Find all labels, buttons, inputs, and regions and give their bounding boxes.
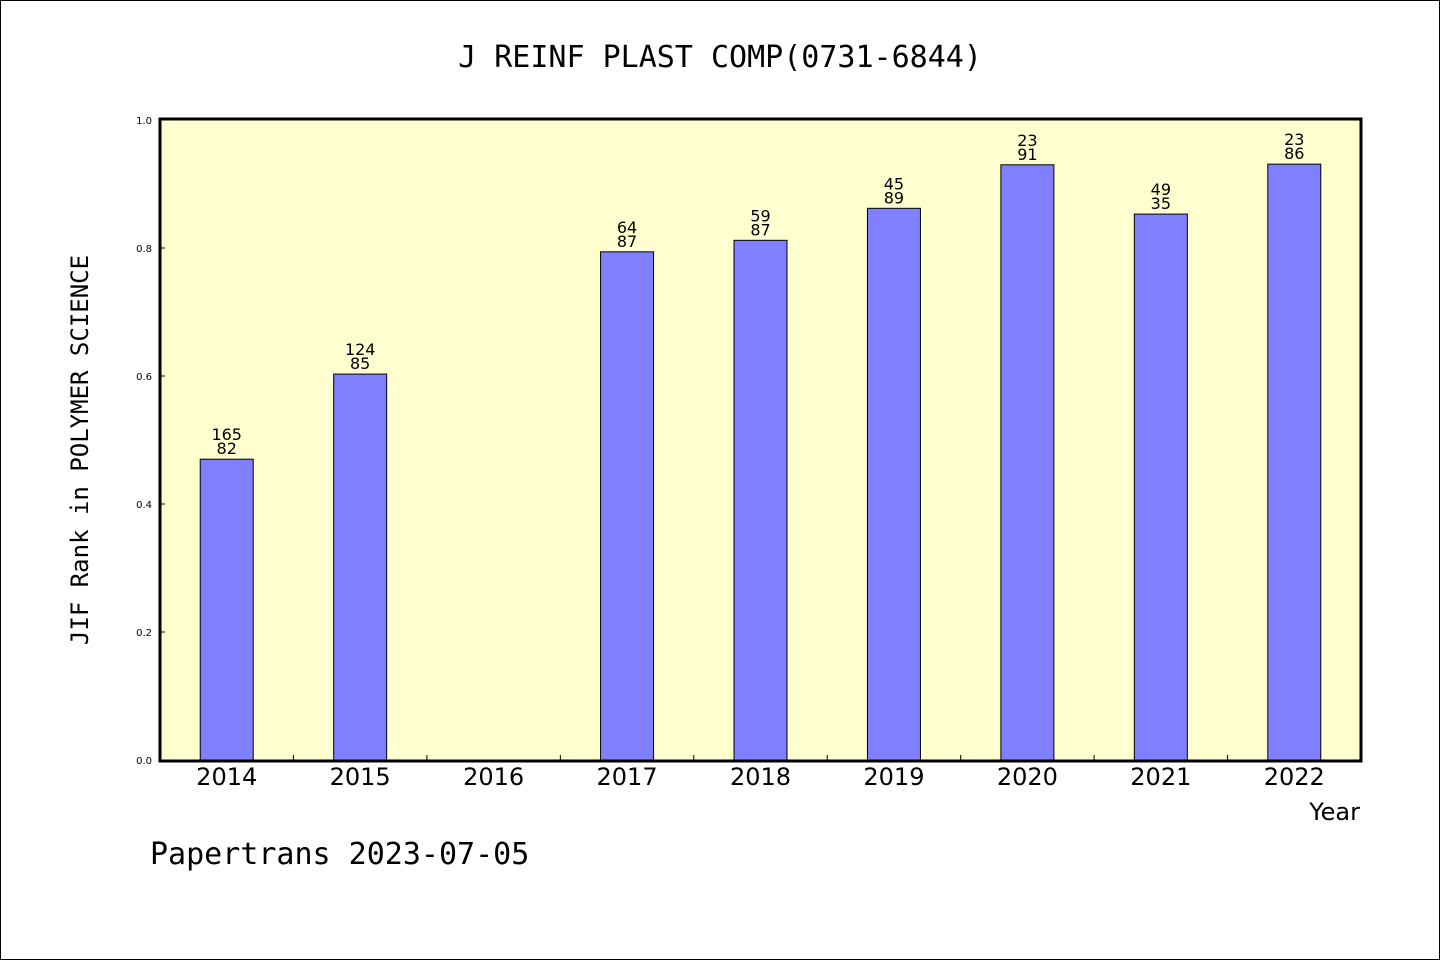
y-axis-label: JIF Rank in POLYMER SCIENCE (66, 255, 94, 645)
data-label-bottom: 85 (350, 354, 370, 373)
bar-2014 (199, 458, 254, 761)
data-label-top: 45 (884, 174, 904, 193)
data-label-bottom: 87 (750, 220, 770, 239)
y-tick-label: 0.8 (136, 244, 152, 255)
plot-border (158, 117, 1363, 763)
bar-2019 (866, 207, 921, 761)
y-tick-label: 0.4 (136, 500, 152, 511)
data-label-bottom: 87 (617, 232, 637, 251)
x-tick-label: 2018 (730, 763, 791, 791)
y-tick-label: 0.6 (136, 372, 152, 383)
data-label-top: 49 (1151, 180, 1171, 199)
bar-2021 (1133, 213, 1188, 761)
data-label-bottom: 91 (1017, 145, 1037, 164)
x-tick-label: 2022 (1264, 763, 1325, 791)
data-label-bottom: 89 (884, 188, 904, 207)
data-label-top: 64 (617, 218, 637, 237)
bar-2020 (1000, 164, 1055, 761)
x-tick-label: 2021 (1130, 763, 1191, 791)
data-label-bottom: 86 (1284, 144, 1304, 163)
data-label-top: 165 (211, 425, 242, 444)
y-tick-label: 0.2 (136, 628, 152, 639)
data-label-bottom: 82 (217, 439, 237, 458)
bar-2018 (733, 239, 788, 761)
data-label-top: 59 (750, 206, 770, 225)
chart-title: J REINF PLAST COMP(0731-6844) (458, 40, 982, 75)
x-axis-label: Year (1308, 798, 1360, 826)
bar-2017 (600, 251, 655, 761)
x-tick-label: 2020 (997, 763, 1058, 791)
x-tick-label: 2017 (597, 763, 658, 791)
y-tick-label: 0.0 (136, 756, 152, 767)
y-tick-label: 1.0 (136, 116, 152, 127)
x-tick-label: 2016 (463, 763, 524, 791)
data-label-top: 23 (1284, 130, 1304, 149)
data-label-bottom: 35 (1151, 194, 1171, 213)
x-tick-label: 2019 (863, 763, 924, 791)
bar-2015 (333, 373, 388, 761)
footer-text: Papertrans 2023-07-05 (150, 837, 529, 872)
x-tick-label: 2014 (196, 763, 257, 791)
bar-2022 (1267, 163, 1322, 761)
data-label-top: 124 (345, 340, 376, 359)
x-tick-label: 2015 (330, 763, 391, 791)
data-label-top: 23 (1017, 131, 1037, 150)
